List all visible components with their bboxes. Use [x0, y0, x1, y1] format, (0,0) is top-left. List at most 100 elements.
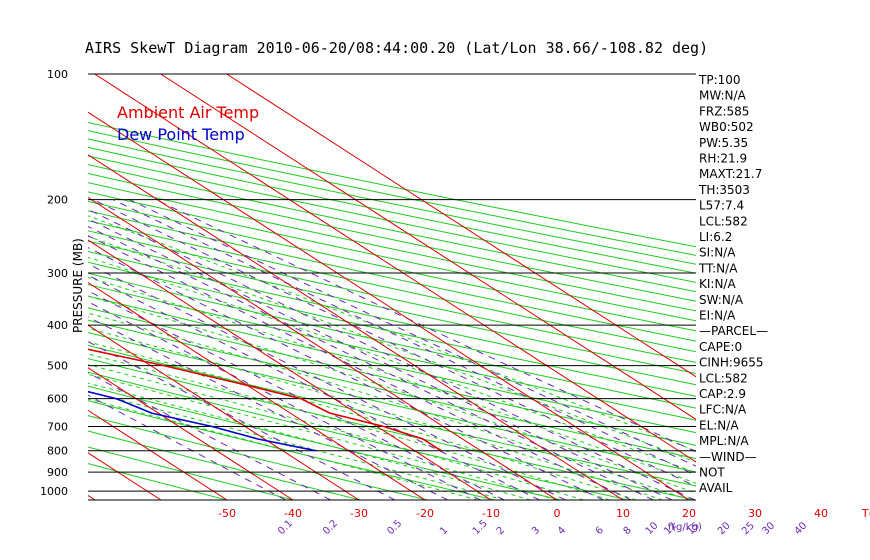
mixing-ratio-lines — [88, 199, 696, 500]
dry-adiabat-line — [88, 191, 696, 322]
pressure-tick-label: 100 — [47, 68, 68, 81]
index-label: SW:N/A — [699, 293, 744, 307]
dry-adiabat-line — [88, 332, 696, 473]
pressure-tick-label: 900 — [47, 466, 68, 479]
moist-adiabat-line — [88, 295, 696, 494]
index-label: FRZ:585 — [699, 104, 749, 118]
index-label: KI:N/A — [699, 277, 736, 291]
mixing-ratio-line — [88, 274, 540, 500]
moist-adiabat-lines — [88, 215, 696, 500]
moist-adiabat-line — [88, 382, 531, 500]
dry-adiabat-line — [88, 138, 696, 265]
isotherm-line — [88, 409, 228, 500]
dry-adiabat-line — [88, 430, 361, 500]
mixing-ratio-label: 6 — [594, 525, 606, 537]
mixing-ratio-label: 0.5 — [385, 518, 404, 537]
bottom-tick-label: 40 — [814, 507, 828, 520]
isotherm-line — [88, 154, 624, 500]
dry-adiabat-line — [88, 230, 696, 363]
moist-adiabat-line — [88, 364, 584, 500]
dry-adiabat-line — [88, 172, 696, 302]
index-label: LI:6.2 — [699, 230, 732, 244]
dry-adiabat-line — [88, 210, 696, 342]
isotherm-line — [160, 74, 696, 420]
bottom-tick-label: 30 — [748, 507, 762, 520]
bottom-tick-label: -50 — [218, 507, 236, 520]
pressure-tick-label: 800 — [47, 445, 68, 458]
mixing-ratio-line — [88, 316, 449, 500]
index-label: MAXT:21.7 — [699, 167, 762, 181]
dry-adiabat-line — [88, 155, 696, 283]
mixing-ratio-line — [88, 225, 654, 500]
mixing-ratio-line — [88, 394, 286, 500]
index-label: NOT — [699, 466, 725, 480]
chart-title: AIRS SkewT Diagram 2010-06-20/08:44:00.2… — [85, 39, 708, 57]
isotherm-line — [226, 74, 696, 378]
mixing-ratio-label: 0.1 — [276, 518, 295, 537]
dry-adiabat-line — [88, 164, 696, 293]
moist-adiabat-line — [88, 373, 558, 500]
isobar-lines — [88, 73, 696, 501]
index-label: AVAIL — [699, 481, 733, 495]
dry-adiabat-line — [88, 272, 696, 409]
bottom-tick-label: -30 — [350, 507, 368, 520]
index-label: MW:N/A — [699, 89, 747, 103]
dry-adiabat-line — [88, 463, 227, 500]
mixing-ratio-label: 25 — [740, 520, 757, 537]
moist-adiabat-line — [88, 276, 696, 484]
isotherm-line — [88, 281, 426, 500]
index-label: TT:N/A — [698, 261, 738, 275]
bottom-tick-label: -20 — [416, 507, 434, 520]
pressure-tick-label: 500 — [47, 360, 68, 373]
pressure-tick-label: 600 — [47, 393, 68, 406]
mixing-ratio-label: 8 — [622, 525, 634, 537]
pressure-tick-label: 200 — [47, 194, 68, 207]
mixing-ratio-line — [112, 199, 696, 476]
dewpoint-line — [88, 390, 316, 452]
dry-adiabat-line — [88, 371, 629, 500]
moist-adiabat-line — [88, 312, 690, 500]
index-label: LCL:582 — [699, 214, 748, 228]
dry-adiabat-line — [88, 415, 428, 500]
dry-adiabat-line — [88, 344, 696, 487]
isotherm-line — [88, 111, 690, 500]
dry-adiabat-line — [88, 307, 696, 446]
isotherm-line — [88, 239, 492, 500]
mixing-ratio-axis: 0.1 0.2 0.5 1 1.5 2 3 4 6 8 10 12 15 20 25 30 40r(g/kg) — [276, 518, 809, 537]
sounding-profiles — [88, 348, 442, 452]
mixing-ratio-label: 1.5 — [471, 518, 490, 537]
temperature-axis-title: T(C) — [861, 507, 870, 520]
legend-dew-point-temp: Dew Point Temp — [117, 125, 245, 144]
moist-adiabat-line — [88, 353, 610, 500]
mixing-ratio-line — [88, 372, 331, 500]
index-label: WB0:502 — [699, 120, 754, 134]
mixing-ratio-label: 10 — [644, 520, 661, 537]
bottom-tick-label: -10 — [482, 507, 500, 520]
mixing-ratio-line — [88, 341, 396, 500]
bottom-temperature-axis: -50 -40 -30 -20 -10 0 10 20 30 40 T(C) — [218, 507, 870, 520]
isotherm-line — [94, 74, 696, 463]
index-label: CAP:2.9 — [699, 387, 746, 401]
dry-adiabat-line — [88, 182, 696, 312]
pressure-tick-label: 400 — [47, 319, 68, 332]
mixing-ratio-label: 40 — [793, 520, 810, 537]
isotherm-lines — [88, 74, 696, 500]
pressure-tick-label: 1000 — [40, 485, 68, 498]
dry-adiabat-line — [88, 284, 696, 421]
mixing-ratio-line — [88, 208, 696, 500]
dry-adiabat-line — [88, 295, 696, 434]
mixing-ratio-line — [88, 218, 673, 500]
mixing-ratio-label: 2 — [495, 525, 507, 537]
bottom-tick-label: -40 — [284, 507, 302, 520]
isotherm-line — [88, 324, 360, 500]
legend-ambient-air-temp: Ambient Air Temp — [117, 103, 259, 122]
mixing-ratio-line — [92, 199, 696, 487]
mixing-ratio-label: 1 — [438, 525, 450, 537]
mixing-ratio-label: 30 — [760, 520, 777, 537]
pressure-tick-label: 300 — [47, 267, 68, 280]
moist-adiabat-line — [88, 327, 663, 500]
dry-adiabat-line — [88, 130, 696, 256]
mixing-ratio-label: 4 — [556, 525, 568, 537]
